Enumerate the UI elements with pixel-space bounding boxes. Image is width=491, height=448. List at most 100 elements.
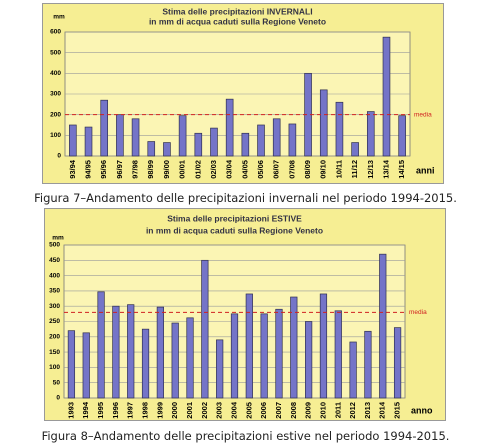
x-tick-label: 1998 [141,402,150,419]
bar [275,308,283,399]
mean-label: media [414,111,432,118]
caption: Figura 7–Andamento delle precipitazioni … [34,191,457,205]
bar [305,321,313,399]
x-tick-label: 1995 [96,402,105,419]
y-tick-label: 350 [49,288,60,295]
bar [319,89,328,157]
y-tick-label: 300 [49,303,60,310]
y-tick-label: 400 [49,272,60,279]
x-tick-label: 1999 [155,402,164,419]
x-tick-label: 93/94 [68,159,77,179]
x-tick-label: 1994 [81,401,90,419]
bar [351,142,359,157]
bar [382,36,391,157]
x-axis-label: anni [416,165,435,175]
y-tick-label: 50 [53,379,61,386]
bar [398,115,406,157]
bar [319,293,328,399]
y-tick-label: 500 [50,49,61,56]
x-tick-label: 11/12 [350,160,359,178]
x-tick-label: 2009 [304,402,313,419]
x-tick-label: 98/99 [146,160,155,179]
x-tick-label: 2010 [318,402,327,419]
x-tick-label: 95/96 [99,160,108,179]
bar [127,304,135,399]
x-tick-label: 01/02 [193,160,202,179]
bar [335,101,344,157]
x-tick-label: 94/95 [84,160,93,179]
bar [163,142,171,157]
bar [84,126,93,157]
chart-title: Stima delle precipitazioni ESTIVE [167,213,302,223]
x-tick-label: 2008 [289,402,298,419]
y-tick-label: 100 [50,132,61,139]
y-tick-label: 400 [50,70,61,77]
bar [210,127,218,157]
x-tick-label: 2013 [363,402,372,419]
x-tick-label: 08/09 [303,160,312,179]
x-axis-label: anno [411,405,433,415]
y-tick-label: 200 [50,111,61,118]
y-tick-label: 500 [49,242,60,249]
x-tick-label: 2000 [170,402,179,419]
bar [230,313,239,399]
bar [147,141,156,157]
bar [288,123,297,157]
x-tick-label: 1993 [66,402,75,419]
y-tick-label: 600 [50,29,61,36]
x-tick-label: 2007 [274,402,283,419]
bar [393,327,402,399]
bar [216,339,224,399]
x-tick-label: 05/06 [256,160,265,179]
y-unit: mm [52,235,64,242]
bar [241,132,250,157]
y-tick-label: 450 [49,257,60,264]
bar [364,330,372,399]
chart-subtitle: in mm di acqua caduti sulla Regione Vene… [149,16,326,26]
chart-estive: Stima delle precipitazioni ESTIVE in mm d… [44,208,446,421]
bar [379,253,387,399]
x-tick-label: 04/05 [240,160,249,179]
caption: Figura 8–Andamento delle precipitazioni … [41,429,450,443]
x-tick-label: 1996 [111,402,120,419]
chart-title: Stima delle precipitazioni INVERNALI [162,6,312,16]
bar [171,322,179,399]
x-tick-label: 2014 [378,401,387,419]
x-tick-label: 09/10 [319,160,328,179]
bar [225,98,234,157]
x-tick-label: 96/97 [115,160,124,179]
bar [194,132,203,157]
x-tick-label: 1997 [126,402,135,419]
x-tick-label: 2003 [215,402,224,419]
bar [97,291,105,399]
x-tick-label: 2011 [333,402,342,418]
x-tick-label: 00/01 [178,160,187,179]
bar [69,124,77,157]
bar [349,341,357,399]
x-tick-label: 2001 [185,402,194,419]
x-tick-label: 14/15 [397,160,406,179]
bar [112,305,120,399]
bar [245,293,253,399]
bar [116,114,124,157]
x-tick-label: 97/98 [131,160,140,179]
x-tick-label: 13/14 [381,159,390,179]
y-tick-label: 100 [49,364,60,371]
x-tick-label: 07/08 [287,160,296,179]
bar [290,296,298,399]
x-tick-label: 03/04 [225,159,234,179]
x-tick-label: 2012 [348,402,357,419]
x-tick-label: 12/13 [366,160,375,179]
bar [67,330,76,399]
y-tick-label: 150 [49,349,60,356]
bar [272,118,281,157]
chart-subtitle: in mm di acqua caduti sulla Regione Vene… [146,225,323,235]
bar [100,99,109,157]
x-tick-label: 02/03 [209,160,218,179]
y-tick-label: 300 [50,91,61,98]
bar [141,328,150,399]
y-unit: mm [53,14,65,21]
x-tick-label: 2006 [259,402,268,419]
